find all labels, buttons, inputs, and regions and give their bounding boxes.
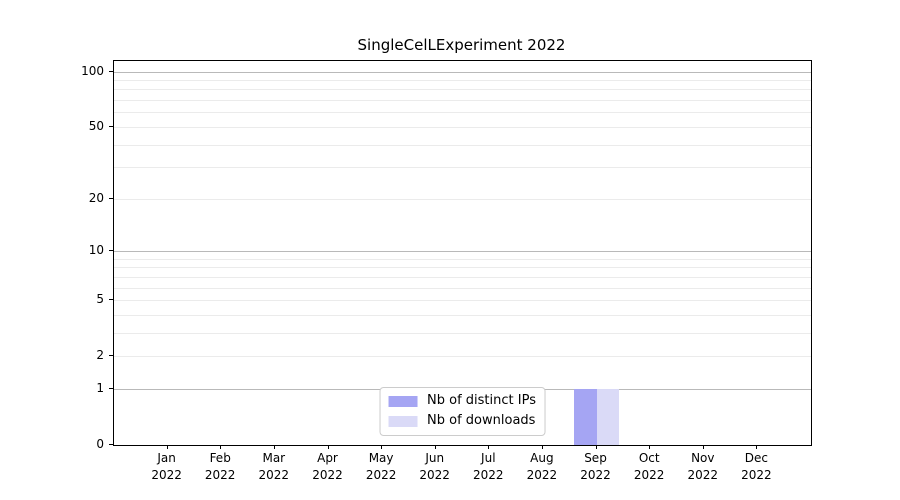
gridline-minor	[114, 198, 811, 200]
x-tick-label: Aug 2022	[502, 450, 582, 483]
legend-item-distinct-ips: Nb of distinct IPs	[388, 393, 536, 409]
x-tick-month: Nov	[691, 451, 715, 465]
x-tick-year: 2022	[204, 467, 236, 482]
y-tick-label: 1	[96, 380, 104, 395]
y-tick-label: 0	[96, 437, 104, 451]
bar-nb-of-distinct-ips	[574, 388, 597, 445]
gridline-minor	[114, 112, 811, 114]
x-tick-year: 2022	[312, 467, 343, 482]
plot-area: Nb of distinct IPs Nb of downloads	[113, 60, 812, 446]
x-tick-month: Apr	[317, 451, 338, 465]
gridline-minor	[114, 287, 811, 289]
x-tick-month: Jul	[481, 451, 496, 465]
x-tick-year: 2022	[741, 467, 772, 482]
legend-item-downloads: Nb of downloads	[388, 413, 536, 429]
legend-label-downloads: Nb of downloads	[427, 413, 536, 428]
x-tick-mark	[541, 445, 543, 449]
gridline-minor	[114, 167, 811, 169]
y-tick-mark	[109, 70, 113, 72]
gridline-minor	[114, 100, 811, 101]
chart-title: SingleCelLExperiment 2022	[357, 36, 566, 54]
x-tick-month: Jun	[425, 451, 445, 465]
y-tick-label: 10	[88, 242, 104, 257]
x-tick-year: 2022	[526, 467, 558, 482]
y-tick-label: 2	[96, 348, 104, 363]
y-tick-label: 5	[96, 292, 104, 306]
gridline-major	[114, 71, 811, 73]
x-tick-year: 2022	[419, 467, 450, 482]
x-tick-label: Jun 2022	[395, 450, 475, 483]
x-tick-label: Jan 2022	[127, 450, 207, 483]
x-tick-month: Oct	[638, 451, 660, 465]
legend: Nb of distinct IPs Nb of downloads	[379, 387, 546, 436]
gridline-minor	[114, 144, 811, 146]
x-tick-mark	[273, 445, 275, 449]
x-tick-label: May 2022	[341, 450, 421, 483]
x-tick-year: 2022	[580, 467, 611, 482]
x-tick-label: Dec 2022	[716, 450, 796, 483]
gridline-minor	[114, 276, 811, 278]
x-tick-label: Oct 2022	[609, 450, 689, 483]
x-tick-year: 2022	[473, 467, 504, 482]
x-tick-year: 2022	[633, 467, 665, 482]
x-tick-mark	[649, 445, 651, 449]
x-tick-month: May	[368, 451, 394, 465]
x-tick-label: Jul 2022	[448, 450, 528, 483]
legend-swatch-distinct-ips-icon	[388, 395, 418, 407]
legend-label-distinct-ips: Nb of distinct IPs	[427, 393, 536, 408]
y-tick-mark	[109, 249, 113, 251]
x-tick-month: Aug	[530, 451, 554, 465]
x-tick-mark	[434, 445, 436, 449]
y-tick-mark	[109, 355, 113, 357]
y-tick-mark	[109, 387, 113, 389]
x-tick-year: 2022	[365, 467, 397, 482]
gridline-minor	[114, 126, 811, 128]
gridline-minor	[114, 356, 811, 358]
x-tick-month: Feb	[209, 451, 231, 465]
legend-swatch-downloads-icon	[388, 415, 418, 427]
x-tick-year: 2022	[151, 467, 182, 482]
x-tick-mark	[756, 445, 758, 449]
x-tick-label: Mar 2022	[234, 450, 314, 483]
gridline-minor	[114, 79, 811, 81]
x-tick-mark	[327, 445, 329, 449]
x-tick-mark	[488, 445, 490, 449]
x-tick-label: Feb 2022	[180, 450, 260, 483]
gridline-minor	[114, 89, 811, 91]
x-tick-mark	[220, 445, 222, 449]
x-tick-month: Jan	[157, 451, 176, 465]
x-tick-month: Dec	[744, 451, 768, 465]
bar-nb-of-downloads	[596, 388, 619, 445]
x-tick-mark	[595, 445, 597, 449]
x-tick-label: Apr 2022	[288, 450, 368, 483]
y-tick-label: 100	[81, 63, 104, 78]
gridline-major	[114, 250, 811, 252]
y-tick-label: 20	[88, 190, 104, 205]
x-tick-label: Nov 2022	[663, 450, 743, 483]
x-tick-mark	[166, 445, 168, 449]
gridline-minor	[114, 332, 811, 334]
x-tick-mark	[381, 445, 383, 449]
y-tick-mark	[109, 299, 113, 300]
y-tick-mark	[109, 125, 113, 127]
y-tick-label: 50	[88, 118, 104, 133]
x-tick-month: Mar	[262, 451, 286, 465]
x-tick-label: Sep 2022	[556, 450, 636, 483]
gridline-minor	[114, 267, 811, 269]
gridline-minor	[114, 300, 811, 301]
x-tick-year: 2022	[258, 467, 290, 482]
x-tick-month: Sep	[584, 451, 607, 465]
x-tick-year: 2022	[687, 467, 719, 482]
x-tick-mark	[702, 445, 704, 449]
y-tick-mark	[109, 197, 113, 199]
y-tick-mark	[109, 444, 113, 445]
gridline-minor	[114, 314, 811, 316]
gridline-minor	[114, 258, 811, 260]
